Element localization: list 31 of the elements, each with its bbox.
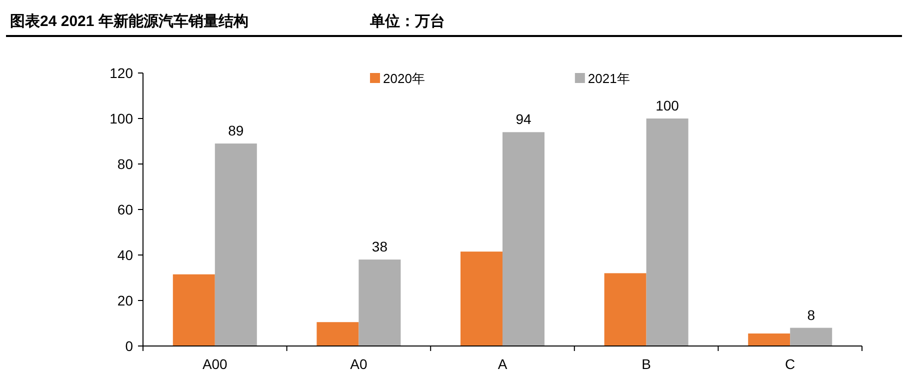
bar (646, 118, 688, 346)
data-label: 89 (228, 122, 244, 139)
x-tick-label: A00 (202, 356, 228, 372)
bar (172, 274, 215, 346)
x-tick-label: A0 (350, 356, 368, 372)
y-tick-label: 60 (117, 202, 134, 218)
data-label: 8 (807, 306, 816, 323)
bar (502, 132, 544, 346)
bar (358, 260, 401, 346)
data-label: 38 (372, 238, 388, 255)
chart-title: 图表24 2021 年新能源汽车销量结构 (10, 12, 248, 30)
y-tick-label: 20 (117, 292, 134, 308)
legend-label: 2020年 (383, 71, 425, 86)
y-tick-label: 80 (117, 156, 134, 172)
legend-label: 2021年 (588, 71, 630, 86)
x-tick-label: C (785, 356, 796, 372)
bar (460, 252, 502, 346)
chart-subtitle: 单位：万台 (369, 13, 445, 30)
y-tick-label: 0 (125, 338, 134, 354)
x-tick-label: B (642, 356, 651, 372)
x-tick-label: A (498, 356, 508, 372)
data-label: 100 (656, 98, 680, 114)
bar (748, 333, 790, 346)
data-label: 94 (516, 111, 532, 128)
y-tick-label: 100 (110, 110, 134, 126)
bar (790, 328, 832, 346)
bar (214, 144, 257, 346)
bar (316, 322, 359, 346)
y-tick-label: 120 (110, 65, 134, 81)
bar (604, 273, 646, 346)
y-tick-label: 40 (117, 247, 134, 263)
